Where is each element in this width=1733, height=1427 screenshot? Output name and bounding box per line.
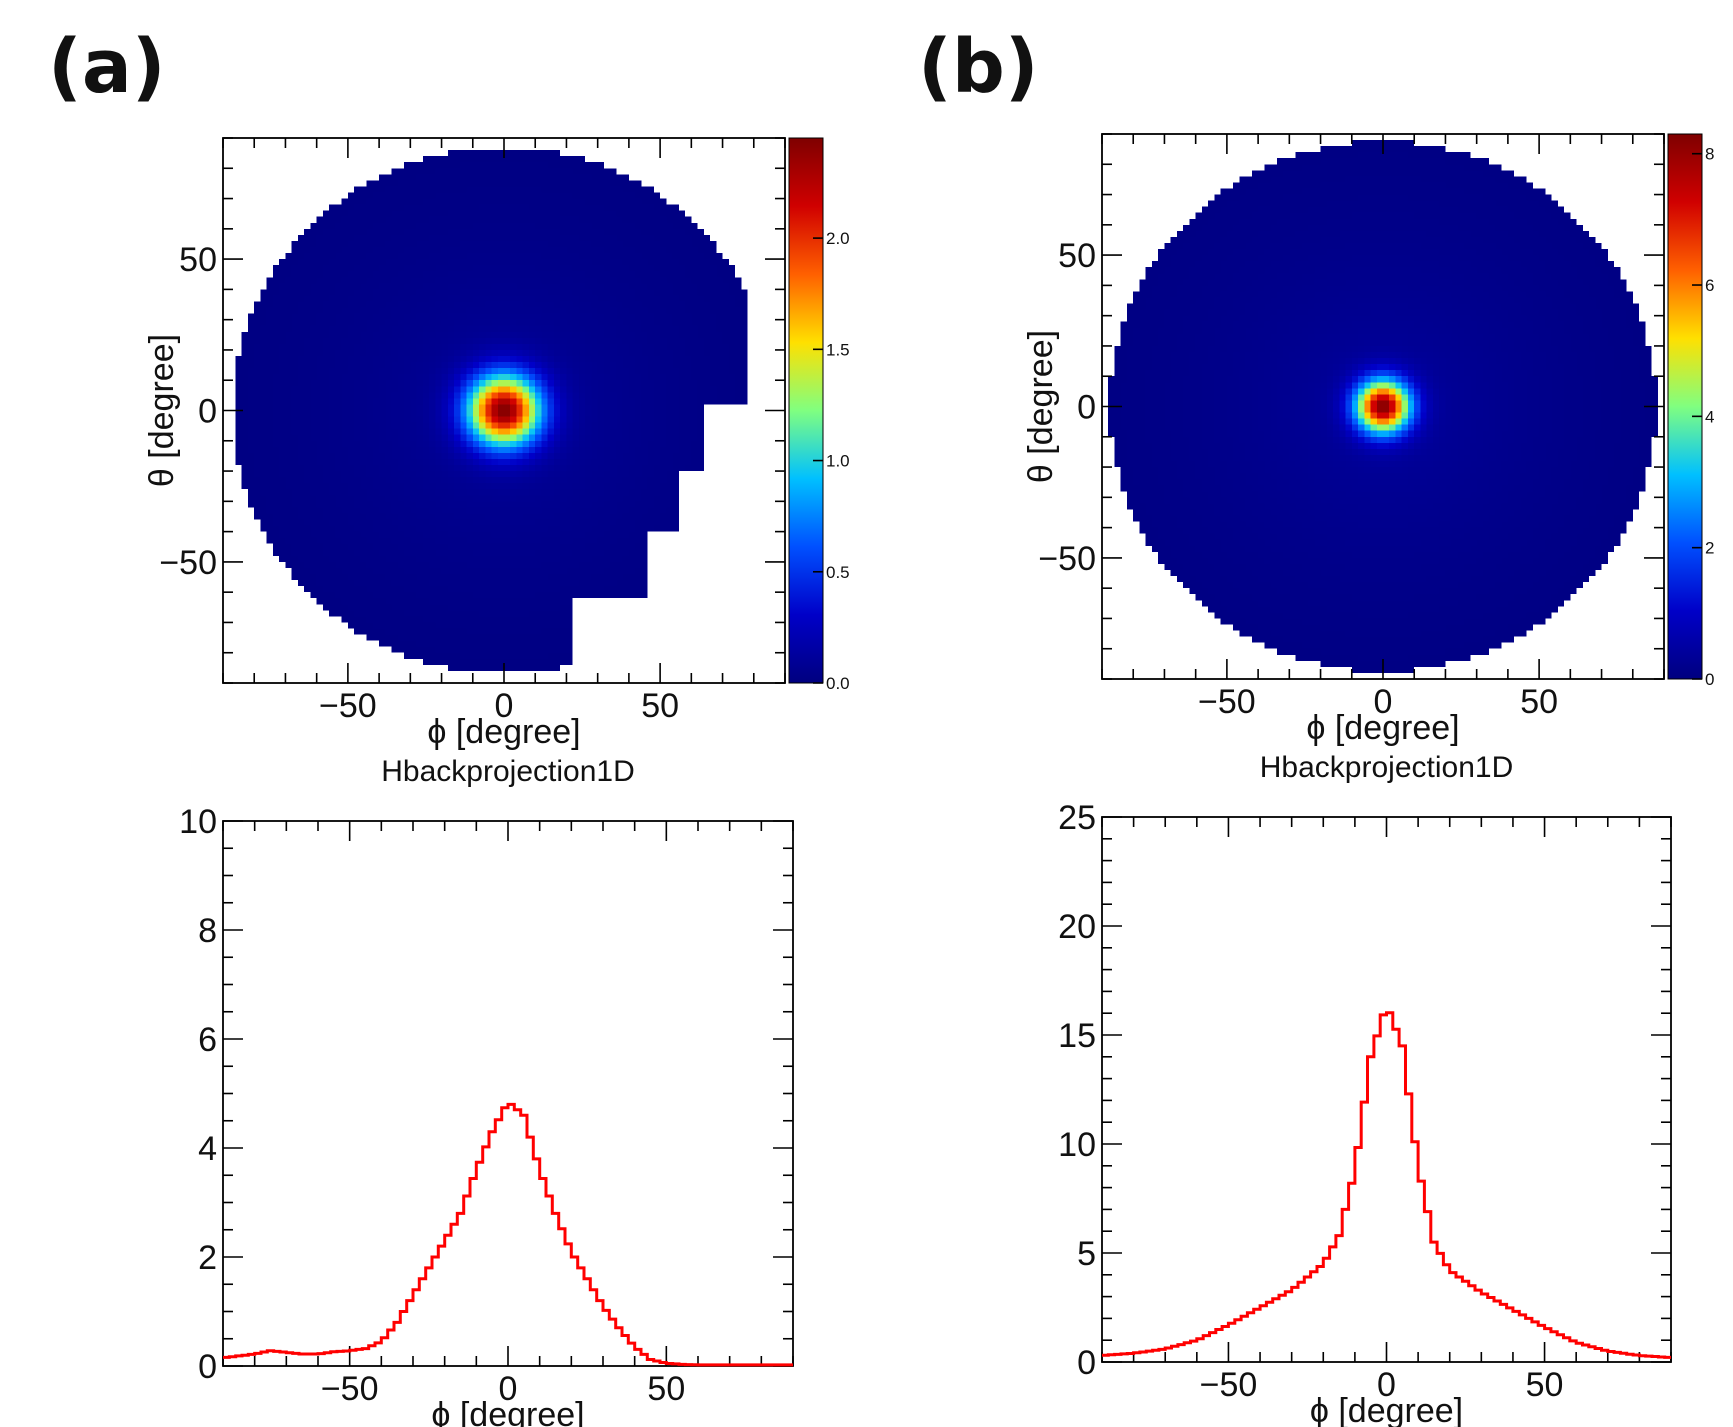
- a-map-ytick-label: 50: [179, 241, 217, 279]
- b-hist-hist-line: [1102, 1011, 1671, 1359]
- a-hist-ytick-label: 10: [179, 803, 217, 841]
- a-map-colorbar-label: 0.0: [826, 674, 850, 693]
- histogram-a: −50 0 50 0 2 4 6 8 10 ϕ [degree] Hbackprojection1D: [179, 755, 794, 1427]
- a-hist-hist-title: Hbackprojection1D: [381, 755, 634, 788]
- heatmap-b: −50 0 50 −50 0 50 ϕ [degree] θ [degree] 0 2 4 6 8: [1022, 133, 1714, 747]
- b-map-ytick-label: −50: [1038, 540, 1096, 578]
- b-map-xtick-label: −50: [1198, 683, 1256, 721]
- a-map-xtick-label: −50: [319, 687, 377, 725]
- b-map-xtick-label: 50: [1520, 683, 1558, 721]
- a-map-xtick-label: 50: [641, 687, 679, 725]
- histogram-b: −50 0 50 0 5 10 15 20 25 ϕ [degree] Hbackprojectio…: [1058, 751, 1672, 1427]
- a-hist-ytick-label: 2: [198, 1239, 217, 1277]
- a-map-xtick-label: 0: [495, 687, 514, 725]
- panel-label-b: (b): [918, 24, 1039, 110]
- b-hist-ytick-label: 10: [1058, 1126, 1096, 1164]
- a-map-colorbar: [788, 137, 824, 684]
- b-map-xtick-label: 0: [1374, 683, 1393, 721]
- a-hist-xtick-label: −50: [321, 1370, 379, 1408]
- a-hist-ytick-label: 8: [198, 912, 217, 950]
- b-map-colorbar-label: 0: [1705, 670, 1714, 689]
- b-hist-xtick-label: 0: [1377, 1366, 1396, 1404]
- b-map-colorbar-label: 4: [1705, 407, 1714, 426]
- a-map-colorbar-label: 0.5: [826, 563, 850, 582]
- a-map-colorbar-label: 1.0: [826, 452, 850, 471]
- b-map-colorbar-label: 8: [1705, 145, 1714, 164]
- a-map-heatmap-cells: [223, 138, 785, 683]
- a-map-colorbar-label: 2.0: [826, 229, 850, 248]
- a-hist-plot-frame: [222, 820, 794, 1367]
- a-hist-xtick-label: 0: [499, 1370, 518, 1408]
- a-map-yaxis-title: θ [degree]: [143, 334, 181, 487]
- b-map-colorbar-label: 6: [1705, 276, 1714, 295]
- b-map-ytick-label: 50: [1058, 237, 1096, 275]
- b-hist-xtick-label: −50: [1200, 1366, 1258, 1404]
- b-hist-hist-title: Hbackprojection1D: [1260, 751, 1513, 784]
- heatmap-a: −50 0 50 −50 0 50 ϕ [degree] θ [degree] 0.0 0.5 1.…: [143, 137, 850, 751]
- a-hist-ytick-label: 6: [198, 1021, 217, 1059]
- b-hist-xtick-label: 50: [1526, 1366, 1564, 1404]
- a-hist-hist-line: [223, 1102, 793, 1367]
- a-hist-xaxis-title: ϕ [degree]: [431, 1396, 584, 1427]
- b-hist-ytick-label: 25: [1058, 799, 1096, 837]
- b-map-heatmap-cells: [1102, 134, 1664, 679]
- b-map-ytick-label: 0: [1077, 389, 1096, 427]
- b-map-colorbar: [1667, 133, 1703, 680]
- b-hist-ytick-label: 5: [1077, 1235, 1096, 1273]
- a-map-xaxis-title: ϕ [degree]: [427, 713, 580, 751]
- a-map-ytick-label: −50: [159, 544, 217, 582]
- a-map-colorbar-label: 1.5: [826, 340, 850, 359]
- b-map-yaxis-title: θ [degree]: [1022, 330, 1060, 483]
- b-map-xaxis-title: ϕ [degree]: [1306, 709, 1459, 747]
- b-map-colorbar-label: 2: [1705, 539, 1714, 558]
- b-hist-plot-frame: [1101, 816, 1672, 1363]
- b-hist-ytick-label: 0: [1077, 1344, 1096, 1382]
- a-hist-ytick-label: 4: [198, 1130, 217, 1168]
- b-hist-ytick-label: 15: [1058, 1017, 1096, 1055]
- a-hist-ytick-label: 0: [198, 1348, 217, 1386]
- panel-label-a: (a): [48, 24, 166, 110]
- b-hist-ytick-label: 20: [1058, 908, 1096, 946]
- a-hist-xtick-label: 50: [647, 1370, 685, 1408]
- a-map-ytick-label: 0: [198, 393, 217, 431]
- b-hist-xaxis-title: ϕ [degree]: [1310, 1392, 1463, 1427]
